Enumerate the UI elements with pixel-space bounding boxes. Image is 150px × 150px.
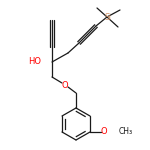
Text: HO: HO bbox=[28, 57, 42, 66]
Text: O: O bbox=[101, 128, 107, 136]
Text: Si: Si bbox=[105, 14, 111, 22]
Text: O: O bbox=[62, 81, 68, 90]
Text: CH₃: CH₃ bbox=[119, 128, 133, 136]
